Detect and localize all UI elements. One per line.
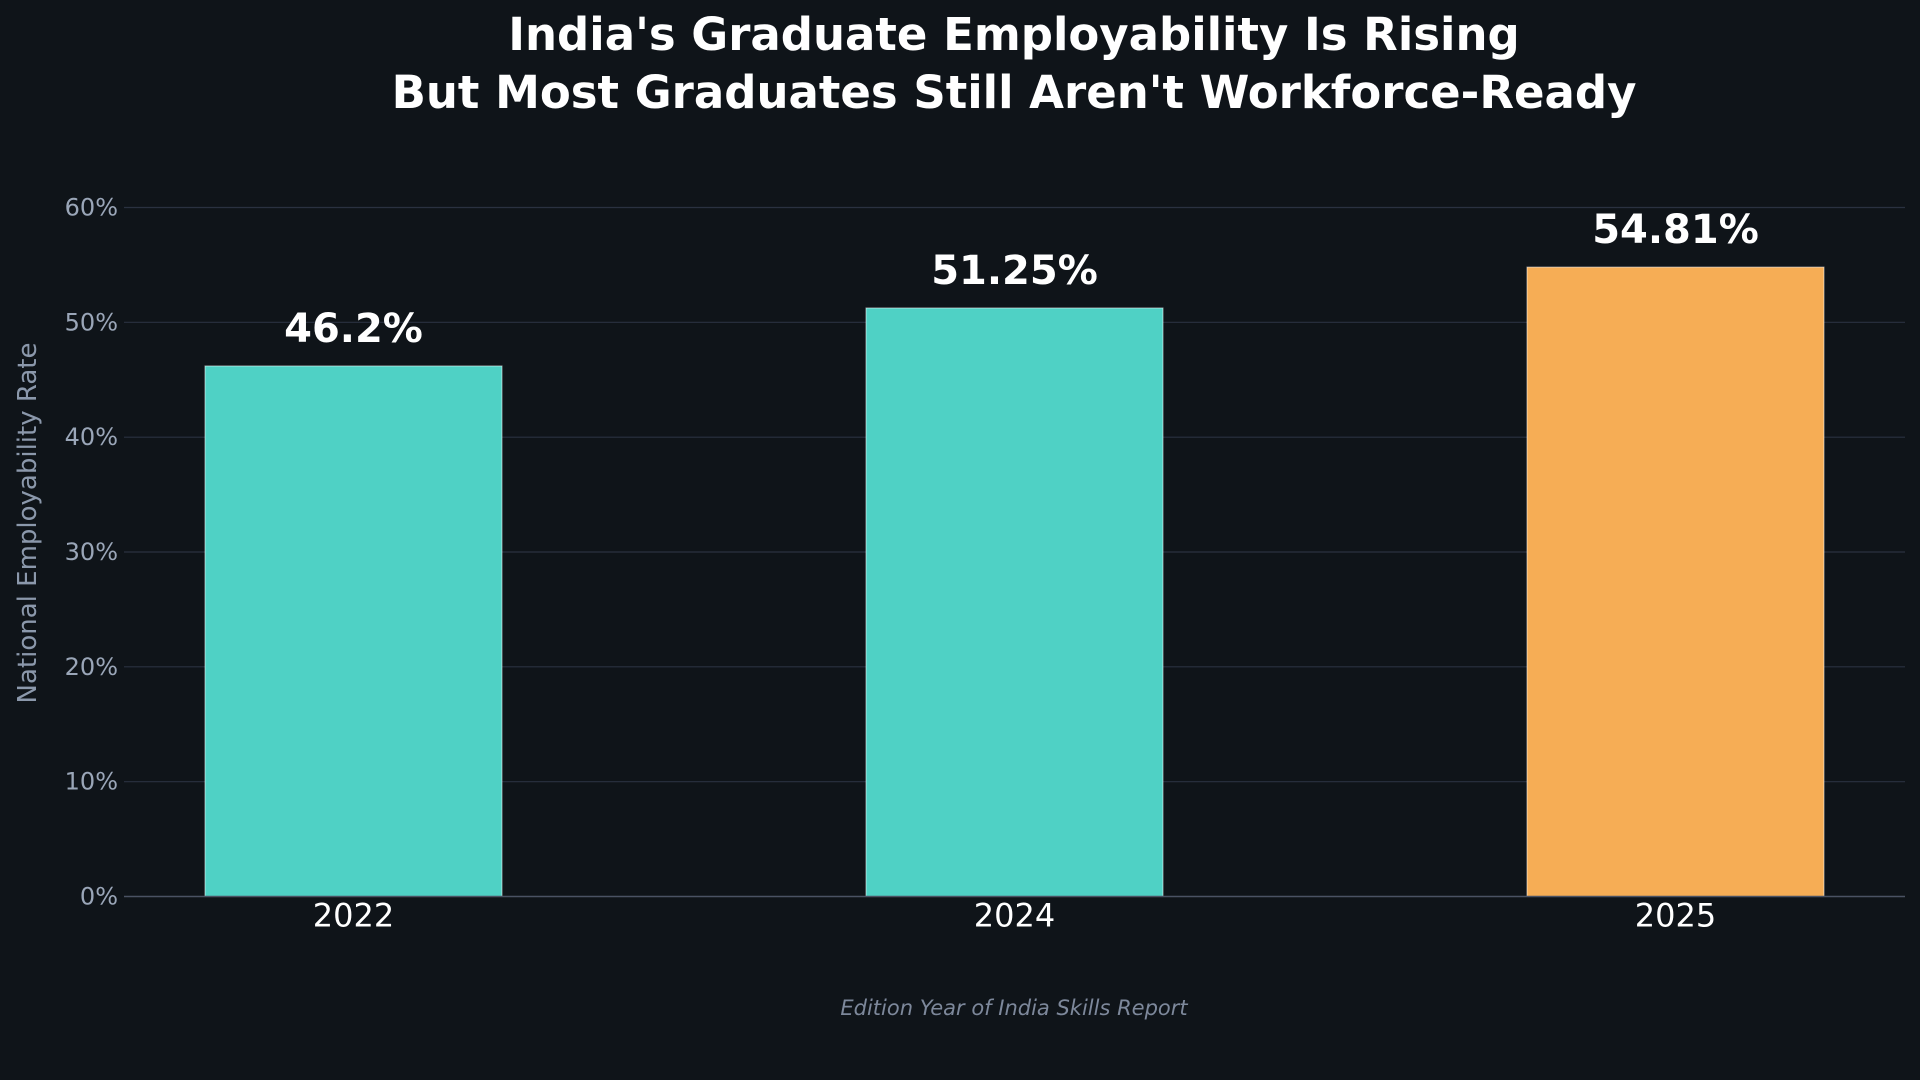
x-tick-label: 2025 — [1635, 897, 1716, 935]
y-axis-label: National Employability Rate — [13, 343, 43, 704]
bar-value-label: 46.2% — [284, 306, 423, 352]
y-tick-label: 50% — [65, 308, 118, 336]
y-tick-label: 40% — [65, 423, 118, 451]
y-tick-label: 30% — [65, 538, 118, 566]
y-axis-ticks: 0% 10% 20% 30% 40% 50% 60% — [65, 194, 118, 911]
x-tick-label: 2022 — [313, 897, 394, 935]
chart-subtitle: But Most Graduates Still Aren't Workforc… — [392, 66, 1637, 119]
bar-value-label: 51.25% — [931, 248, 1098, 294]
bar — [865, 307, 1164, 897]
y-tick-label: 0% — [80, 883, 118, 911]
x-axis-label: Edition Year of India Skills Report — [840, 996, 1188, 1020]
bar-value-label: 54.81% — [1592, 207, 1759, 253]
x-axis-ticks: 2022 2024 2025 — [313, 897, 1716, 935]
y-tick-label: 20% — [65, 653, 118, 681]
y-tick-label: 60% — [65, 194, 118, 222]
chart-title: India's Graduate Employability Is Rising — [508, 8, 1519, 61]
data-labels: 46.2% 51.25% 54.81% — [284, 207, 1759, 352]
x-tick-label: 2024 — [974, 897, 1055, 935]
bars — [204, 266, 1825, 898]
bar — [1526, 266, 1825, 897]
bar — [204, 365, 503, 898]
y-tick-label: 10% — [65, 768, 118, 796]
